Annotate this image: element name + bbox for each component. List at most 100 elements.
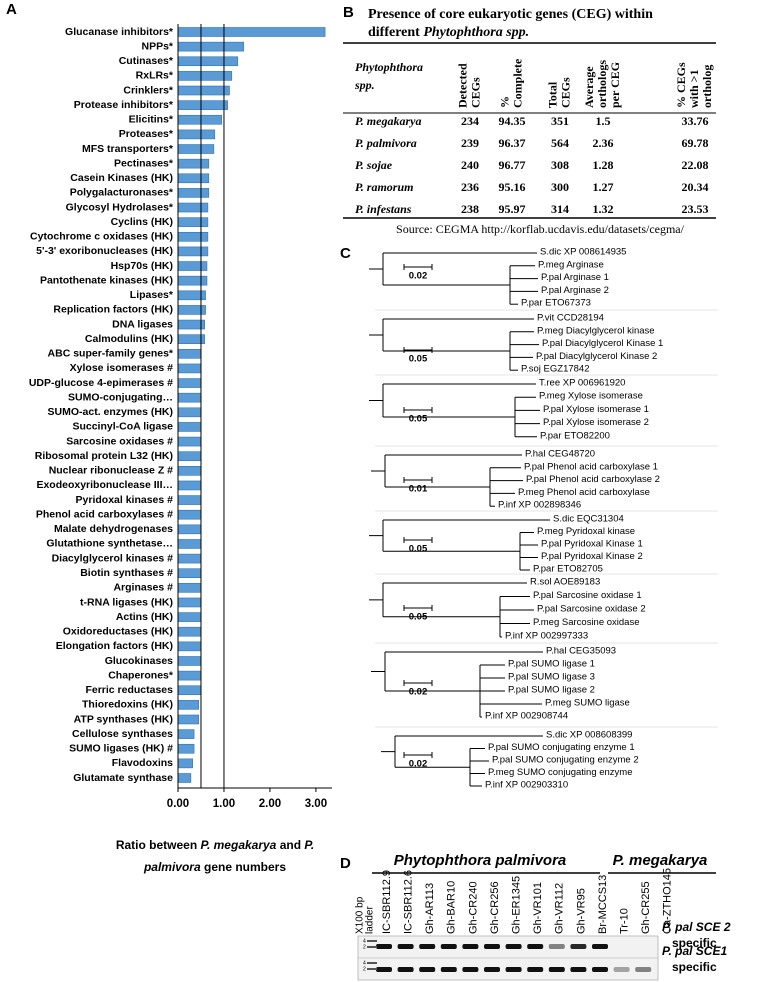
bar bbox=[177, 641, 202, 652]
category-label: Protease inhibitors* bbox=[74, 99, 174, 111]
category-label: Succinyl-CoA ligase bbox=[72, 421, 173, 433]
category-label: Polygalacturonases* bbox=[70, 187, 174, 199]
table-cell: P. sojae bbox=[355, 158, 393, 172]
tree-leaf: P.meg Phenol acid carboxylase bbox=[518, 487, 650, 498]
table-cell: 23.53 bbox=[682, 202, 709, 216]
bar bbox=[177, 553, 202, 564]
category-label: ATP synthases (HK) bbox=[74, 713, 173, 725]
table-cell: 95.97 bbox=[499, 202, 526, 216]
text-part: P. bbox=[304, 838, 314, 852]
gel-band bbox=[397, 944, 414, 949]
tree-leaf: P.pal SUMO conjugating enzyme 2 bbox=[492, 755, 639, 766]
bar bbox=[177, 56, 239, 67]
lane-label: Gh-AR113 bbox=[424, 883, 436, 934]
category-label: Pyridoxal kinases # bbox=[76, 494, 174, 506]
tree-leaf: P.pal SUMO ligase 2 bbox=[508, 685, 595, 696]
tree-leaf: P.pal SUMO ligase 1 bbox=[508, 659, 595, 670]
tree-leaf: P.pal Diacylglycerol Kinase 2 bbox=[536, 351, 657, 362]
gel-band bbox=[548, 944, 565, 949]
category-label: Ferric reductases bbox=[85, 684, 173, 696]
bar bbox=[177, 729, 195, 739]
bar bbox=[177, 436, 202, 447]
category-label: Sarcosine oxidases # bbox=[66, 435, 173, 447]
ladder-label: X100 bp bbox=[355, 896, 366, 934]
panel-label: D bbox=[340, 855, 351, 872]
table-cell: P. infestans bbox=[355, 202, 412, 216]
table-cell: 1.28 bbox=[593, 158, 614, 172]
table-cell: 95.16 bbox=[499, 180, 526, 194]
text-part: different bbox=[368, 25, 420, 40]
lane-label: IC-SBR112.9 bbox=[381, 870, 393, 934]
tree-leaf: P.pal Sarcosine oxidase 1 bbox=[533, 590, 642, 601]
table-cell: 1.32 bbox=[593, 202, 614, 216]
x-tick-label: 0.00 bbox=[167, 798, 189, 810]
category-label: Cytochrome c oxidases (HK) bbox=[30, 231, 173, 243]
category-label: t-RNA ligases (HK) bbox=[80, 596, 173, 608]
x-tick-label: 1.00 bbox=[213, 798, 235, 810]
table-title: different Phytophthora spp. bbox=[368, 25, 529, 40]
column-header: per CEG bbox=[608, 62, 622, 108]
table-cell: 1.27 bbox=[593, 180, 614, 194]
table-source: Source: CEGMA http://korflab.ucdavis.edu… bbox=[396, 222, 685, 236]
category-label: NPPs* bbox=[141, 40, 173, 52]
bar bbox=[177, 700, 199, 710]
category-label: Ribosomal protein L32 (HK) bbox=[35, 450, 173, 462]
ladder-band bbox=[367, 946, 377, 948]
gel-band bbox=[613, 967, 630, 972]
tree-leaf: P.inf XP 002898346 bbox=[498, 500, 581, 511]
tree-leaf: P.meg SUMO ligase bbox=[545, 698, 630, 709]
column-header: Detected bbox=[455, 63, 469, 108]
marker-label: 2 bbox=[363, 966, 366, 972]
table-cell: 239 bbox=[461, 136, 479, 150]
scale-label: 0.02 bbox=[409, 271, 428, 282]
bar bbox=[177, 363, 202, 374]
category-label: 5'-3' exoribonucleases (HK) bbox=[36, 245, 173, 257]
category-label: UDP-glucose 4-epimerases # bbox=[29, 377, 173, 389]
gel-band bbox=[570, 944, 587, 949]
table-cell: 314 bbox=[551, 202, 569, 216]
table-cell: 2.36 bbox=[593, 136, 614, 150]
group-label: Phytophthora palmivora bbox=[394, 852, 567, 869]
bar bbox=[177, 509, 202, 520]
category-label: Exodeoxyribonuclease III… bbox=[36, 479, 173, 491]
column-header: Average bbox=[582, 66, 596, 108]
tree-leaf: P.hal CEG35093 bbox=[546, 646, 616, 657]
lane-label: Gh-CR255 bbox=[640, 881, 652, 934]
bar bbox=[177, 758, 194, 769]
text-part: 1 bbox=[720, 944, 727, 958]
column-header: Phytophthora bbox=[355, 60, 423, 74]
gel-band bbox=[462, 944, 479, 949]
bar bbox=[177, 539, 202, 549]
scale-label: 0.01 bbox=[409, 484, 428, 495]
gel-band bbox=[419, 944, 436, 949]
tree-leaf: P.pal SUMO ligase 3 bbox=[508, 672, 595, 683]
tree-leaf: P.par ETO82705 bbox=[533, 564, 603, 575]
category-label: Cellulose synthases bbox=[72, 728, 173, 740]
bar bbox=[177, 275, 208, 286]
bar bbox=[177, 524, 202, 535]
category-label: Glucanase inhibitors* bbox=[65, 26, 174, 38]
bar bbox=[177, 597, 202, 608]
bar bbox=[177, 114, 222, 125]
category-label: Lipases* bbox=[130, 289, 174, 301]
scale-label: 0.02 bbox=[409, 759, 428, 770]
bar bbox=[177, 261, 208, 271]
ladder-label: ladder bbox=[365, 906, 376, 934]
bar bbox=[177, 158, 210, 169]
gel-band bbox=[376, 967, 392, 972]
gel-band bbox=[570, 967, 587, 972]
tree-leaf: P.inf XP 002903310 bbox=[485, 780, 568, 791]
bar bbox=[177, 407, 202, 418]
tree-leaf: P.par ETO82200 bbox=[540, 430, 610, 441]
bar bbox=[177, 451, 202, 461]
table-cell: 240 bbox=[461, 158, 479, 172]
category-label: SUMO ligases (HK) # bbox=[69, 743, 173, 755]
column-header: CEGs bbox=[558, 77, 572, 108]
gel-band bbox=[484, 967, 500, 972]
gel-band bbox=[462, 967, 479, 972]
category-label: Pantothenate kinases (HK) bbox=[40, 274, 173, 286]
text-part: Ratio between bbox=[116, 838, 197, 852]
tree-leaf: P.par ETO67373 bbox=[521, 298, 591, 309]
bar bbox=[177, 217, 209, 227]
marker-label: 4 bbox=[363, 938, 366, 944]
